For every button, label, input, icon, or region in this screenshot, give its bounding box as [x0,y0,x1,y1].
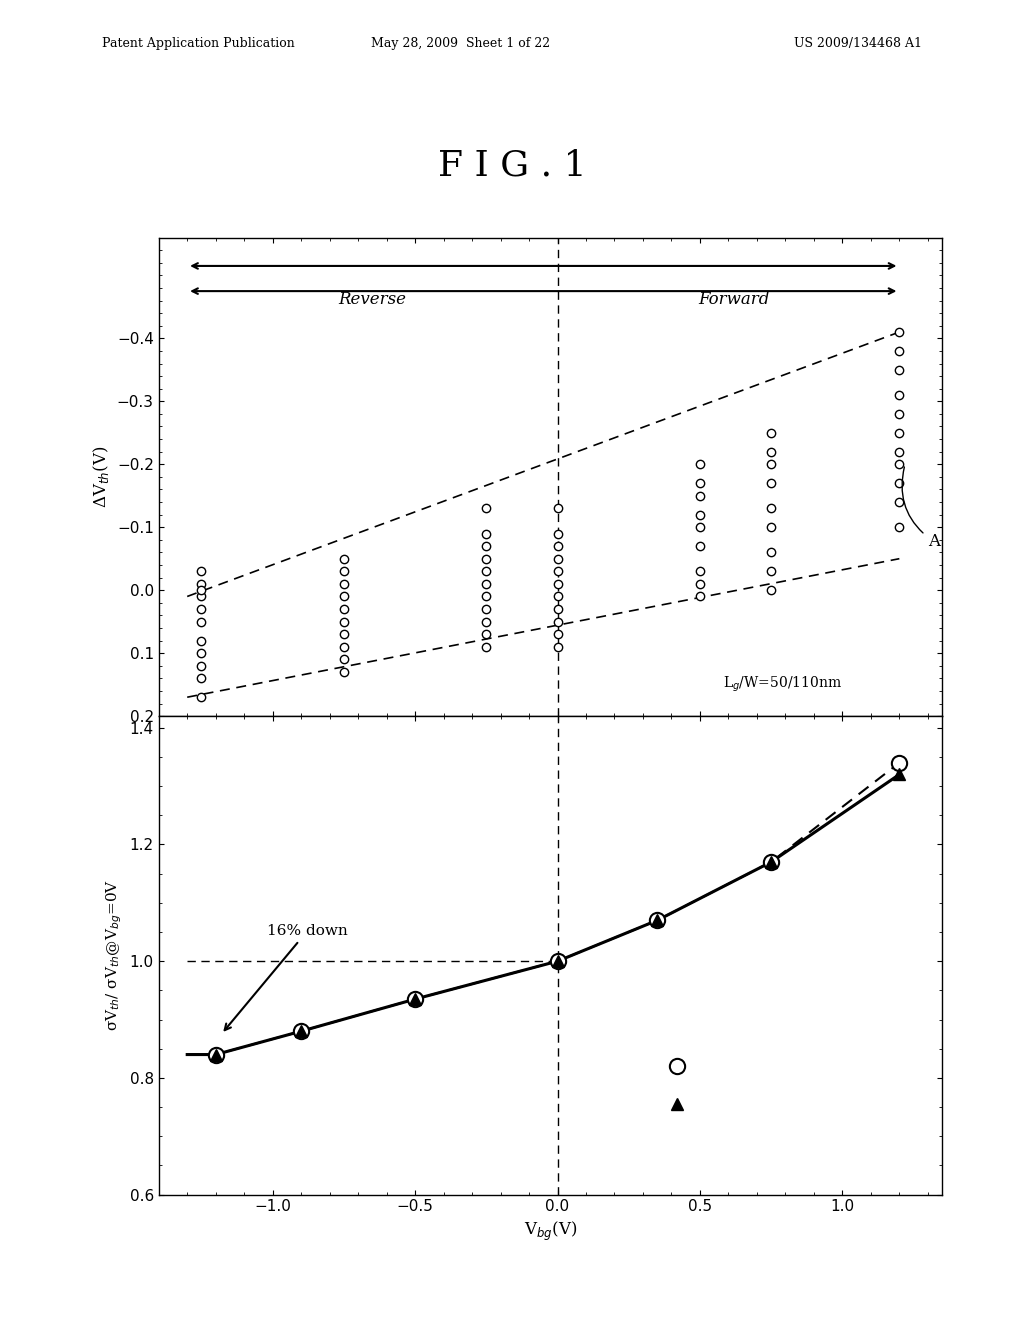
Text: Patent Application Publication: Patent Application Publication [102,37,295,50]
Text: A: A [902,467,940,550]
Y-axis label: ΔV$_{th}$(V): ΔV$_{th}$(V) [91,446,112,508]
Text: F I G . 1: F I G . 1 [437,148,587,182]
Text: L$_g$/W=50/110nm: L$_g$/W=50/110nm [723,675,842,694]
Text: 16% down: 16% down [224,924,348,1030]
Y-axis label: σV$_{th}$/ σV$_{th}$@V$_{bg}$=0V: σV$_{th}$/ σV$_{th}$@V$_{bg}$=0V [104,879,124,1031]
Text: Reverse: Reverse [338,290,407,308]
Text: Forward: Forward [698,290,770,308]
Text: US 2009/134468 A1: US 2009/134468 A1 [794,37,922,50]
X-axis label: V$_{bg}$(V): V$_{bg}$(V) [524,1220,577,1243]
Text: May 28, 2009  Sheet 1 of 22: May 28, 2009 Sheet 1 of 22 [372,37,550,50]
